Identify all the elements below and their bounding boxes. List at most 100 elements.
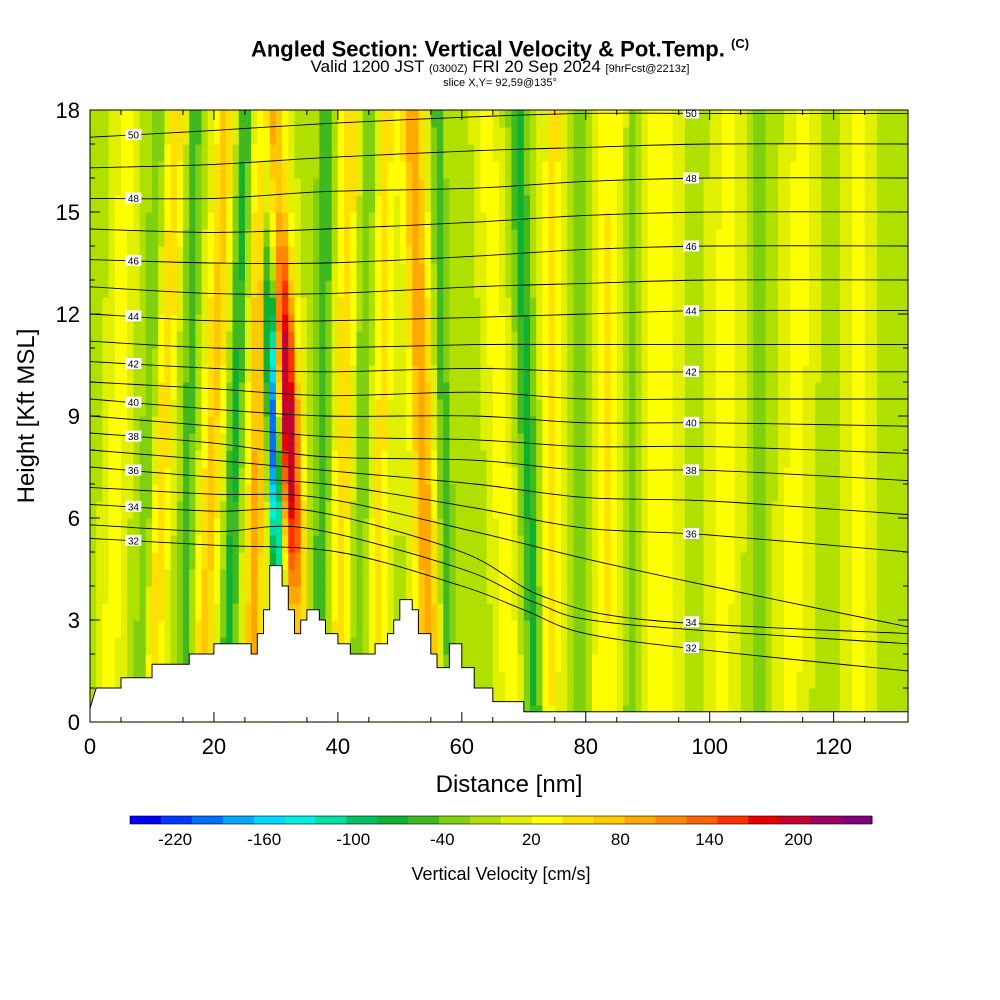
field-cell [430, 603, 438, 621]
field-cell [461, 144, 469, 162]
field-cell [672, 212, 680, 230]
field-cell [709, 246, 717, 264]
field-cell [139, 229, 147, 247]
field-cell [517, 450, 525, 468]
field-cell [517, 212, 525, 230]
field-cell [437, 365, 444, 383]
field-cell [827, 161, 835, 179]
field-cell [870, 688, 878, 706]
field-cell [858, 501, 866, 519]
field-cell [368, 484, 376, 502]
field-cell [151, 382, 159, 400]
field-cell [344, 467, 351, 485]
field-cell [653, 178, 661, 196]
field-cell [629, 280, 636, 298]
field-cell [269, 297, 277, 315]
colorbar-swatch [191, 816, 224, 824]
field-cell [213, 161, 221, 179]
field-cell [666, 178, 674, 196]
field-cell [375, 467, 382, 485]
field-cell [120, 586, 128, 604]
field-cell [300, 229, 308, 247]
field-cell [170, 178, 178, 196]
field-cell [151, 586, 159, 604]
field-cell [344, 280, 351, 298]
field-cell [102, 161, 110, 179]
field-cell [201, 348, 209, 366]
field-cell [251, 348, 258, 366]
field-cell [616, 365, 624, 383]
field-cell [870, 484, 878, 502]
field-cell [362, 280, 370, 298]
field-cell [387, 484, 395, 502]
field-cell [207, 331, 215, 349]
field-cell [833, 331, 841, 349]
field-cell [337, 620, 345, 638]
field-cell [430, 637, 438, 655]
field-cell [102, 671, 110, 689]
field-cell [158, 280, 165, 298]
field-cell [765, 654, 773, 672]
field-cell [350, 348, 358, 366]
field-cell [889, 586, 897, 604]
field-cell [294, 127, 302, 145]
field-cell [244, 365, 252, 383]
field-cell [461, 467, 469, 485]
field-cell [759, 620, 767, 638]
field-cell [306, 144, 314, 162]
field-cell [275, 246, 283, 264]
field-cell [96, 229, 103, 247]
field-cell [480, 433, 488, 451]
field-cell [387, 161, 395, 179]
field-cell [375, 620, 382, 638]
field-cell [486, 365, 494, 383]
field-cell [598, 450, 605, 468]
field-cell [529, 161, 537, 179]
field-cell [653, 161, 661, 179]
field-cell [802, 365, 810, 383]
contour-label-bg [683, 365, 700, 377]
field-cell [412, 297, 420, 315]
field-cell [734, 127, 742, 145]
field-cell [232, 144, 240, 162]
field-cell [350, 280, 358, 298]
field-cell [313, 144, 320, 162]
field-cell [746, 314, 754, 332]
field-cell [567, 178, 574, 196]
field-cell [746, 195, 754, 213]
field-cell [195, 144, 203, 162]
field-cell [703, 467, 711, 485]
field-cell [777, 331, 785, 349]
field-cell [753, 263, 760, 281]
field-cell [375, 297, 382, 315]
field-cell [288, 535, 296, 553]
field-cell [269, 110, 277, 128]
field-cell [672, 229, 680, 247]
field-cell [399, 365, 407, 383]
field-cell [808, 637, 816, 655]
field-cell [306, 348, 314, 366]
field-cell [325, 144, 333, 162]
field-cell [542, 382, 550, 400]
field-cell [740, 280, 748, 298]
field-cell [523, 518, 531, 536]
field-cell [145, 246, 153, 264]
field-cell [542, 229, 550, 247]
field-cell [554, 280, 562, 298]
field-cell [560, 399, 568, 417]
field-cell [437, 110, 444, 128]
field-cell [579, 399, 587, 417]
field-cell [715, 110, 723, 128]
field-cell [870, 450, 878, 468]
field-cell [827, 637, 835, 655]
field-cell [282, 263, 289, 281]
field-cell [399, 178, 407, 196]
colorbar-swatch [624, 816, 657, 824]
field-cell [523, 331, 531, 349]
field-cell [449, 229, 457, 247]
field-cell [821, 229, 829, 247]
field-cell [176, 450, 184, 468]
field-cell [319, 433, 327, 451]
field-cell [864, 603, 872, 621]
field-cell [90, 195, 97, 213]
